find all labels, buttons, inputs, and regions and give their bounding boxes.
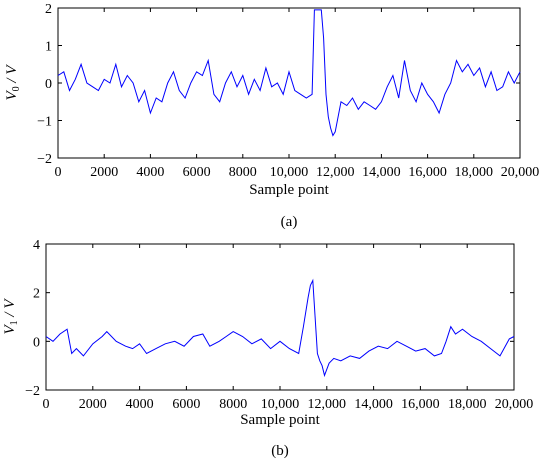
y-tick-label: 2 — [45, 2, 52, 17]
series-line-b — [45, 278, 515, 378]
panel-label-b: (b) — [271, 443, 289, 459]
x-tick-label: 8000 — [229, 165, 257, 180]
x-axis-b: 0 2000 4000 6000 8000 10,000 12,000 14,000 16,00… — [43, 244, 534, 412]
x-tick-label: 12,000 — [308, 397, 347, 412]
x-tick-label: 6000 — [183, 165, 211, 180]
x-axis-a: 0 2000 4000 6000 8000 10,000 12,000 14,000 16,00… — [55, 8, 540, 180]
y-tick-label: 1 — [45, 40, 52, 55]
y-axis-b: −2 0 2 4 — [25, 238, 514, 399]
x-axis-label-a: Sample point — [249, 182, 329, 198]
x-tick-label: 4000 — [136, 165, 164, 180]
x-tick-label: 8000 — [219, 397, 247, 412]
y-tick-label: −2 — [37, 152, 52, 167]
y-tick-label: 2 — [33, 287, 40, 302]
x-tick-label: 12,000 — [316, 165, 355, 180]
y-axis-label-b-sub: 1 — [9, 320, 20, 325]
x-tick-label: 4000 — [126, 397, 154, 412]
x-tick-label: 14,000 — [354, 397, 393, 412]
y-axis-label-b-main: V — [2, 324, 18, 335]
x-tick-label: 18,000 — [455, 165, 494, 180]
x-tick-label: 10,000 — [261, 397, 300, 412]
x-tick-label: 2000 — [90, 165, 118, 180]
x-tick-label: 18,000 — [448, 397, 487, 412]
y-tick-label: 0 — [45, 77, 52, 92]
y-axis-label-a-tail: / V — [4, 64, 20, 87]
y-tick-label: −1 — [37, 115, 52, 130]
x-tick-label: 6000 — [172, 397, 200, 412]
y-axis-label-b: V1 / V — [2, 298, 20, 335]
x-tick-label: 16,000 — [401, 397, 440, 412]
y-axis-label-a: V0 / V — [4, 64, 22, 101]
chart-panel-a: −2 −1 0 1 2 0 2000 4000 6000 8000 10,000 12,000 14,… — [4, 2, 539, 230]
y-axis-label-a-main: V — [4, 90, 20, 101]
y-axis-label-a-sub: 0 — [11, 86, 22, 91]
y-axis-a: −2 −1 0 1 2 — [37, 2, 520, 167]
y-tick-label: 0 — [33, 335, 40, 350]
x-tick-label: 20,000 — [501, 165, 540, 180]
x-tick-label: 20,000 — [495, 397, 534, 412]
series-line-a — [57, 9, 521, 137]
y-tick-label: 4 — [33, 238, 40, 253]
x-tick-label: 0 — [55, 165, 62, 180]
x-tick-label: 0 — [43, 397, 50, 412]
panel-label-a: (a) — [281, 214, 298, 230]
y-tick-label: −2 — [25, 384, 40, 399]
plot-frame-b — [45, 243, 515, 391]
y-axis-label-b-tail: / V — [2, 298, 18, 321]
x-axis-label-b: Sample point — [240, 412, 320, 428]
x-tick-label: 16,000 — [408, 165, 447, 180]
x-tick-label: 10,000 — [270, 165, 309, 180]
x-tick-label: 2000 — [79, 397, 107, 412]
x-tick-label: 14,000 — [362, 165, 401, 180]
